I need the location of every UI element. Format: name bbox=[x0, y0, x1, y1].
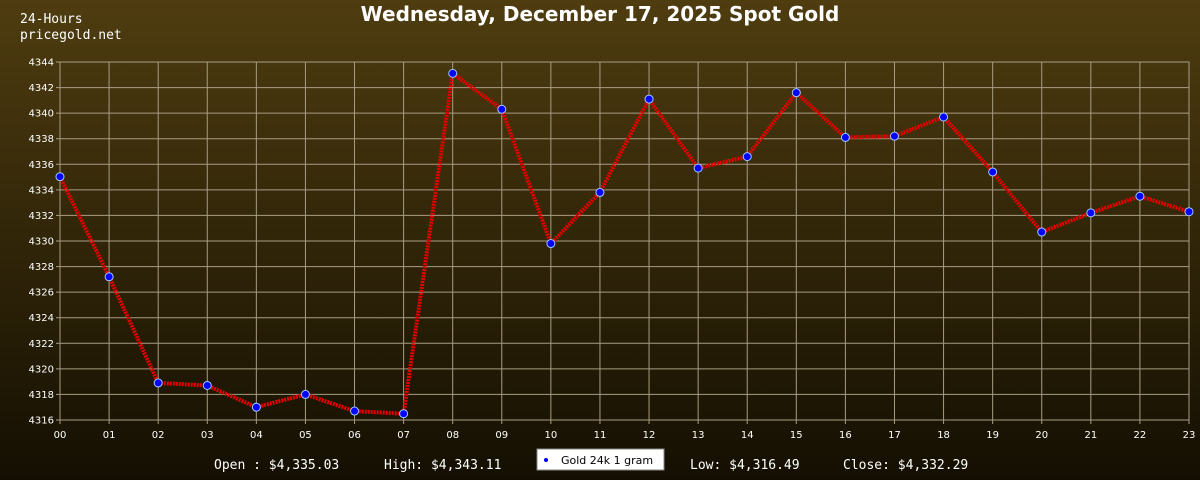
data-point bbox=[55, 172, 65, 182]
y-tick-label: 4330 bbox=[29, 237, 54, 248]
high-price: High: $4,343.11 bbox=[384, 458, 501, 473]
x-tick-label: 11 bbox=[594, 430, 607, 441]
x-tick-label: 22 bbox=[1134, 430, 1147, 441]
legend-label: Gold 24k 1 gram bbox=[561, 454, 653, 467]
x-tick-label: 03 bbox=[201, 430, 214, 441]
open-price: Open : $4,335.03 bbox=[214, 458, 339, 473]
data-point bbox=[300, 389, 310, 399]
x-tick-label: 16 bbox=[839, 430, 852, 441]
data-point bbox=[840, 132, 850, 142]
x-tick-label: 00 bbox=[54, 430, 67, 441]
axis-ticks bbox=[56, 61, 1190, 424]
data-point bbox=[251, 402, 261, 412]
y-tick-label: 4336 bbox=[29, 160, 54, 171]
data-point bbox=[546, 239, 556, 249]
y-tick-label: 4316 bbox=[29, 416, 54, 427]
x-axis-labels: 00 01 02 03 04 05 06 07 08 09 10 11 12 13 14 15 16 17 18 19… bbox=[54, 430, 1196, 441]
chart-title: Wednesday, December 17, 2025 Spot Gold bbox=[361, 2, 840, 26]
y-tick-label: 4340 bbox=[29, 109, 54, 120]
data-point bbox=[742, 152, 752, 162]
x-tick-label: 18 bbox=[937, 430, 950, 441]
data-point bbox=[399, 409, 409, 419]
x-tick-label: 13 bbox=[692, 430, 705, 441]
x-tick-label: 06 bbox=[348, 430, 361, 441]
x-tick-label: 05 bbox=[299, 430, 312, 441]
x-tick-label: 17 bbox=[888, 430, 901, 441]
data-point bbox=[988, 167, 998, 177]
close-price: Close: $4,332.29 bbox=[843, 458, 968, 473]
x-tick-label: 20 bbox=[1035, 430, 1048, 441]
site-label: pricegold.net bbox=[20, 28, 122, 43]
data-point bbox=[1184, 207, 1194, 217]
data-point bbox=[350, 406, 360, 416]
y-tick-label: 4318 bbox=[29, 390, 54, 401]
data-point bbox=[448, 68, 458, 78]
x-tick-label: 21 bbox=[1084, 430, 1097, 441]
data-point bbox=[497, 104, 507, 114]
data-point bbox=[791, 88, 801, 98]
x-tick-label: 14 bbox=[741, 430, 754, 441]
data-point bbox=[153, 378, 163, 388]
y-tick-label: 4320 bbox=[29, 364, 54, 375]
data-point bbox=[104, 272, 114, 282]
x-tick-label: 07 bbox=[397, 430, 410, 441]
x-tick-label: 19 bbox=[986, 430, 999, 441]
data-point bbox=[202, 380, 212, 390]
x-tick-label: 10 bbox=[545, 430, 558, 441]
data-point bbox=[939, 112, 949, 122]
y-tick-label: 4332 bbox=[29, 211, 54, 222]
low-price: Low: $4,316.49 bbox=[690, 458, 800, 473]
data-point bbox=[889, 131, 899, 141]
x-tick-label: 01 bbox=[103, 430, 116, 441]
y-tick-label: 4328 bbox=[29, 262, 54, 273]
legend-box bbox=[536, 448, 665, 471]
y-tick-label: 4338 bbox=[29, 134, 54, 145]
data-point bbox=[1135, 191, 1145, 201]
gridlines bbox=[59, 61, 1190, 421]
y-tick-label: 4334 bbox=[29, 185, 54, 196]
x-tick-label: 08 bbox=[446, 430, 459, 441]
legend: Gold 24k 1 gram bbox=[536, 448, 665, 471]
data-point bbox=[693, 163, 703, 173]
x-tick-label: 02 bbox=[152, 430, 165, 441]
price-line bbox=[58, 71, 1190, 416]
series-layer bbox=[55, 68, 1194, 419]
y-tick-label: 4322 bbox=[29, 339, 54, 350]
x-tick-label: 09 bbox=[495, 430, 508, 441]
legend-marker bbox=[544, 458, 548, 462]
data-point bbox=[1086, 208, 1096, 218]
data-point bbox=[1037, 227, 1047, 237]
x-tick-label: 12 bbox=[643, 430, 656, 441]
data-point bbox=[644, 94, 654, 104]
y-tick-label: 4342 bbox=[29, 83, 54, 94]
x-tick-label: 15 bbox=[790, 430, 803, 441]
x-tick-label: 23 bbox=[1183, 430, 1196, 441]
y-tick-label: 4344 bbox=[29, 58, 54, 69]
data-point bbox=[595, 187, 605, 197]
y-tick-label: 4324 bbox=[29, 313, 54, 324]
period-label: 24-Hours bbox=[20, 12, 83, 27]
x-tick-label: 04 bbox=[250, 430, 263, 441]
y-tick-label: 4326 bbox=[29, 288, 54, 299]
y-axis-labels: 4316 4318 4320 4322 4324 4326 4328 4330 4332 4334… bbox=[29, 58, 54, 427]
